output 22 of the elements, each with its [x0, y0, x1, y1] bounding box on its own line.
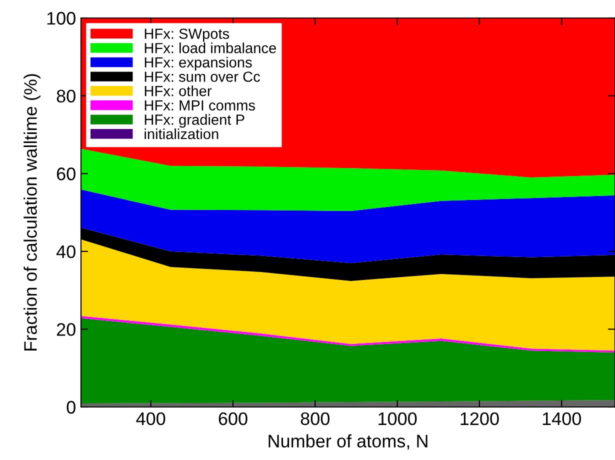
y-tick-label: 100 — [47, 12, 76, 25]
y-tick-label: 80 — [56, 90, 76, 103]
x-tick-label: 1200 — [460, 412, 499, 426]
legend-label: HFx: other — [144, 86, 212, 96]
x-tick-label: 400 — [136, 412, 166, 426]
x-tick-label: 600 — [218, 412, 248, 426]
y-tick-label: 20 — [56, 323, 76, 336]
y-axis-title: Fraction of calculation walltime (%) — [24, 74, 40, 350]
legend-label: HFx: sum over Cc — [144, 72, 260, 82]
y-tick-label: 0 — [66, 400, 76, 414]
x-tick-label: 1000 — [378, 412, 417, 426]
legend-label: HFx: load imbalance — [144, 42, 276, 54]
x-tick-label: 800 — [300, 412, 330, 426]
legend-label: HFx: SWpots — [144, 28, 230, 42]
y-tick-label: 60 — [56, 168, 76, 180]
y-tick-label: 40 — [56, 245, 76, 258]
x-tick-label: 1400 — [542, 412, 581, 426]
legend-label: HFx: gradient P — [144, 114, 244, 128]
legend-label: HFx: MPI comms — [144, 100, 255, 111]
x-axis-title: Number of atoms, N — [268, 434, 428, 450]
legend-label: HFx: expansions — [144, 56, 252, 70]
legend-label: initialization — [144, 128, 218, 140]
